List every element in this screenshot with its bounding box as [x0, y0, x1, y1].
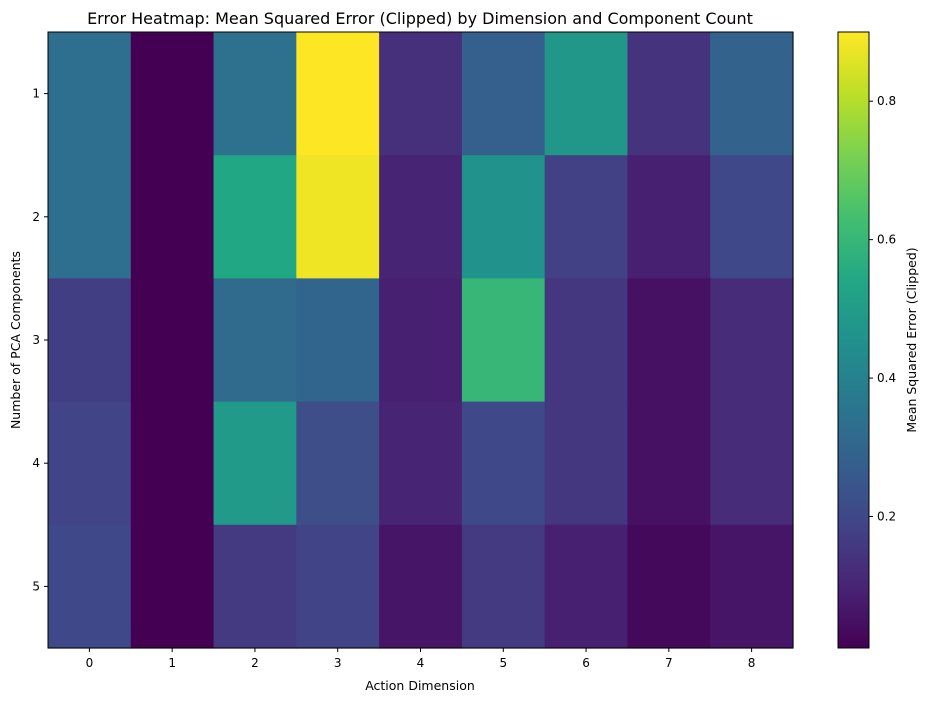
heatmap-cell-r2-c5: [461, 278, 546, 403]
colorbar-tick-label: 0.8: [877, 94, 896, 108]
heatmap-cell-r3-c6: [544, 401, 629, 526]
heatmap-cell-r1-c7: [627, 155, 711, 279]
heatmap-cell-r0-c8: [710, 32, 794, 156]
heatmap-cell-r1-c5: [461, 155, 546, 279]
heatmap-cell-r4-c1: [130, 524, 215, 649]
heatmap-cell-r2-c8: [710, 278, 794, 403]
heatmap-cell-r3-c1: [130, 401, 215, 526]
x-tick-label: 3: [334, 656, 342, 670]
y-tick-label: 3: [32, 333, 40, 347]
heatmap-cell-r2-c2: [213, 278, 297, 403]
heatmap-cell-r3-c5: [461, 401, 546, 526]
x-tick-label: 4: [417, 656, 425, 670]
heatmap-cell-r2-c0: [48, 278, 132, 403]
heatmap-cell-r0-c0: [48, 32, 132, 156]
heatmap-cells: [47, 31, 794, 649]
x-tick-label: 8: [748, 656, 756, 670]
y-tick-label: 4: [32, 456, 40, 470]
colorbar-tick-label: 0.4: [877, 371, 896, 385]
heatmap-cell-r1-c1: [130, 155, 215, 279]
heatmap-cell-r4-c0: [48, 524, 132, 649]
heatmap-cell-r4-c3: [296, 524, 380, 649]
heatmap-cell-r4-c2: [213, 524, 297, 649]
x-axis-ticks: 0 1 2 3 4 5 6 7 8: [86, 648, 756, 670]
heatmap-cell-r1-c3: [296, 155, 380, 279]
heatmap-cell-r2-c3: [296, 278, 380, 403]
heatmap-cell-r1-c2: [213, 155, 297, 279]
heatmap-cell-r0-c2: [213, 32, 297, 156]
heatmap-cell-r2-c4: [379, 278, 463, 403]
heatmap-cell-r3-c8: [710, 401, 794, 526]
heatmap-cell-r0-c4: [379, 32, 463, 156]
x-axis-label: Action Dimension: [365, 678, 475, 693]
colorbar: 0.2 0.4 0.6 0.8: [837, 31, 896, 649]
heatmap-cell-r4-c8: [710, 524, 794, 649]
heatmap-cell-r2-c7: [627, 278, 711, 403]
heatmap-cell-r0-c3: [296, 32, 380, 156]
heatmap-cell-r4-c4: [379, 524, 463, 649]
x-tick-label: 2: [251, 656, 259, 670]
y-tick-label: 1: [32, 87, 40, 101]
colorbar-label: Mean Squared Error (Clipped): [904, 247, 919, 432]
heatmap-cell-r0-c6: [544, 32, 629, 156]
heatmap-cell-r1-c4: [379, 155, 463, 279]
y-axis-ticks: 1 2 3 4 5: [32, 87, 48, 593]
heatmap-cell-r0-c5: [461, 32, 546, 156]
heatmap-cell-r3-c2: [213, 401, 297, 526]
x-tick-label: 6: [582, 656, 590, 670]
heatmap-cell-r1-c8: [710, 155, 794, 279]
chart-title: Error Heatmap: Mean Squared Error (Clipp…: [87, 9, 753, 28]
y-tick-label: 2: [32, 210, 40, 224]
colorbar-tick-label: 0.2: [877, 509, 896, 523]
heatmap-cell-r3-c4: [379, 401, 463, 526]
x-tick-label: 1: [168, 656, 176, 670]
colorbar-tick-label: 0.6: [877, 233, 896, 247]
heatmap-cell-r2-c6: [544, 278, 629, 403]
heatmap-cell-r1-c0: [48, 155, 132, 279]
heatmap-cell-r4-c5: [461, 524, 546, 649]
heatmap-cell-r0-c7: [627, 32, 711, 156]
heatmap-cell-r4-c7: [627, 524, 711, 649]
colorbar-gradient: [837, 31, 870, 649]
x-tick-label: 5: [499, 656, 507, 670]
x-tick-label: 0: [86, 656, 94, 670]
y-axis-label: Number of PCA Components: [8, 251, 23, 429]
heatmap-cell-r2-c1: [130, 278, 215, 403]
heatmap-cell-r4-c6: [544, 524, 629, 649]
heatmap-cell-r3-c3: [296, 401, 380, 526]
heatmap-cell-r3-c0: [48, 401, 132, 526]
y-tick-label: 5: [32, 579, 40, 593]
heatmap-cell-r0-c1: [130, 32, 215, 156]
heatmap-cell-r3-c7: [627, 401, 711, 526]
heatmap-cell-r1-c6: [544, 155, 629, 279]
x-tick-label: 7: [665, 656, 673, 670]
